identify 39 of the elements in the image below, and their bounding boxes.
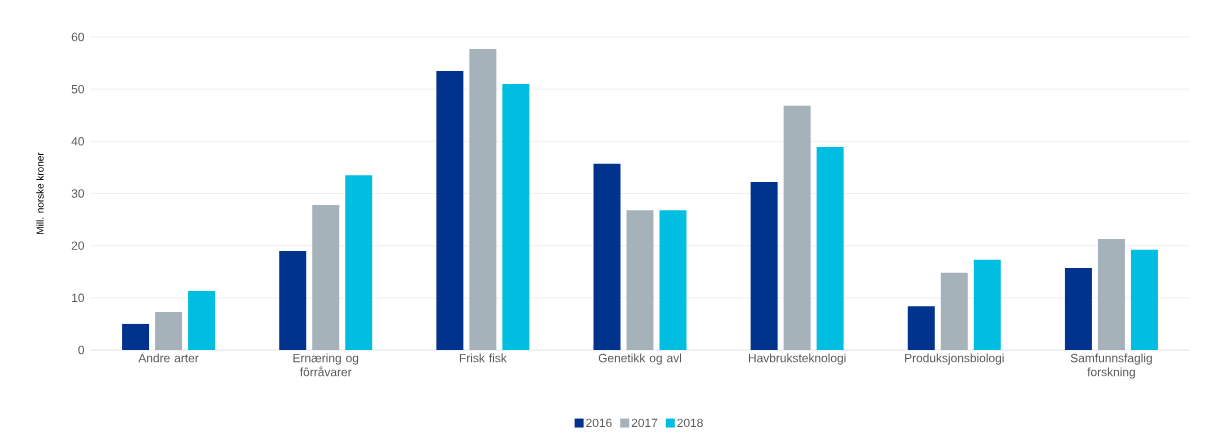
bar xyxy=(188,291,216,350)
y-tick-label: 40 xyxy=(71,137,85,146)
y-axis-title: Mill. norske kroner xyxy=(36,152,44,234)
y-tick-label: 10 xyxy=(72,293,85,303)
x-tick-label: Andre arter xyxy=(138,353,199,363)
x-tick-label: Genetikk og avl xyxy=(598,353,682,365)
legend-label: 2017 xyxy=(631,418,658,428)
bar xyxy=(1097,238,1125,350)
bar xyxy=(816,147,844,350)
x-tick-label: Ernæring og fôrråvarer xyxy=(293,353,359,377)
bar xyxy=(1064,268,1092,350)
bar xyxy=(502,83,530,350)
bar xyxy=(155,311,183,350)
bar xyxy=(345,175,373,350)
y-tick-label: 60 xyxy=(71,32,85,42)
bar xyxy=(312,204,340,350)
x-tick-label: Produksjonsbiologi xyxy=(905,353,1004,365)
bar xyxy=(940,272,968,350)
bar xyxy=(593,163,621,350)
x-tick-label: Havbruksteknologi xyxy=(748,353,846,365)
bar xyxy=(973,259,1001,350)
bar xyxy=(750,182,778,350)
bar xyxy=(469,49,497,350)
x-tick-label: Frisk fisk xyxy=(459,353,507,363)
y-tick-label: 30 xyxy=(71,189,85,198)
legend-label: 2016 xyxy=(586,418,612,428)
legend-label: 2018 xyxy=(677,418,703,428)
y-tick-label: 0 xyxy=(78,345,85,355)
x-tick-label: Samfunnsfaglig forskning xyxy=(1070,353,1152,379)
bar xyxy=(626,210,654,350)
bar xyxy=(122,323,150,350)
bar xyxy=(659,210,687,350)
y-tick-label: 50 xyxy=(71,84,85,94)
y-tick-label: 20 xyxy=(71,241,85,250)
bar xyxy=(279,250,307,350)
bar xyxy=(436,70,464,350)
bar xyxy=(1130,249,1158,350)
bar xyxy=(907,306,935,350)
bar xyxy=(783,105,811,350)
